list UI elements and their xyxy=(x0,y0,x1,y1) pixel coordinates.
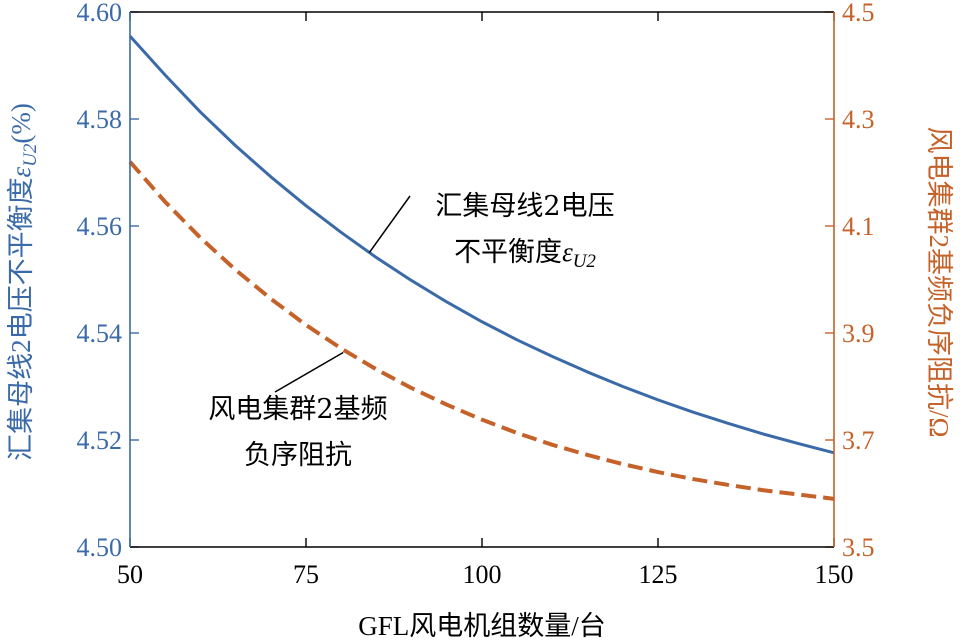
annotation-leaders xyxy=(274,195,411,393)
x-tick-label: 75 xyxy=(293,560,319,589)
left-axis-title: 汇集母线2电压不平衡度εU2(%) xyxy=(6,103,41,461)
annotation-voltage-label: 不平衡度 xyxy=(454,237,562,268)
left-tick-label: 4.54 xyxy=(77,319,123,348)
x-tick-label: 150 xyxy=(815,560,854,589)
annotation-voltage-leader xyxy=(368,195,411,253)
x-tick-label: 50 xyxy=(117,560,143,589)
left-axis-ticks: 4.50 4.52 4.54 4.56 4.58 4.60 xyxy=(77,0,139,562)
right-tick-label: 3.9 xyxy=(842,319,875,348)
left-axis-title-unit: (%) xyxy=(6,103,36,143)
annotation-voltage-line2: 不平衡度εU2 xyxy=(454,237,596,272)
annotation-impedance-line2: 负序阻抗 xyxy=(244,440,352,471)
x-axis-ticks: 50 75 100 125 150 xyxy=(117,12,854,589)
annotation-voltage-symbol: ε xyxy=(562,237,573,267)
annotation-voltage-sub: U2 xyxy=(573,251,597,272)
left-tick-label: 4.60 xyxy=(77,0,123,27)
left-axis-title-sub: U2 xyxy=(20,143,41,167)
left-axis-title-main: 汇集母线2电压不平衡度 xyxy=(6,177,36,461)
right-tick-label: 3.7 xyxy=(842,426,875,455)
left-tick-label: 4.52 xyxy=(77,426,123,455)
annotation-impedance-leader xyxy=(274,351,344,393)
left-tick-label: 4.50 xyxy=(77,533,123,562)
right-tick-label: 3.5 xyxy=(842,533,875,562)
voltage-series-line xyxy=(128,35,835,455)
annotation-impedance-line1: 风电集群2基频 xyxy=(208,394,387,425)
x-tick-label: 125 xyxy=(639,560,678,589)
right-axis-title: 风电集群2基频负序阻抗/Ω xyxy=(924,126,954,437)
annotation-voltage-line1: 汇集母线2电压 xyxy=(435,191,614,222)
series-layer xyxy=(128,35,835,501)
right-tick-label: 4.1 xyxy=(842,212,875,241)
left-tick-label: 4.56 xyxy=(77,212,123,241)
left-axis-title-symbol: ε xyxy=(6,166,36,177)
x-tick-label: 100 xyxy=(463,560,502,589)
left-tick-label: 4.58 xyxy=(77,105,123,134)
right-tick-label: 4.5 xyxy=(842,0,875,27)
right-axis-ticks: 3.5 3.7 3.9 4.1 4.3 4.5 xyxy=(825,0,875,562)
x-axis-title: GFL风电机组数量/台 xyxy=(358,611,606,641)
impedance-series-line xyxy=(128,160,835,501)
right-tick-label: 4.3 xyxy=(842,105,875,134)
